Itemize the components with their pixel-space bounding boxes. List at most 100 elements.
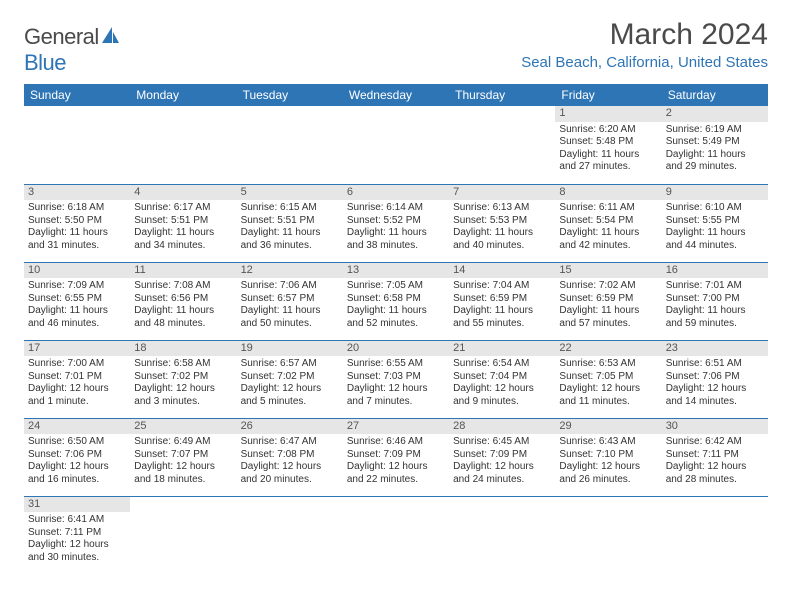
day-number: 13 — [343, 263, 449, 279]
calendar-day-cell — [237, 106, 343, 184]
calendar-day-cell — [237, 496, 343, 574]
sunrise-text: Sunrise: 6:57 AM — [241, 358, 339, 371]
daylight-text: Daylight: 12 hours and 14 minutes. — [666, 383, 764, 408]
calendar-day-cell: 30Sunrise: 6:42 AMSunset: 7:11 PMDayligh… — [662, 418, 768, 496]
sunset-text: Sunset: 5:52 PM — [347, 215, 445, 228]
day-number — [555, 497, 661, 513]
day-number: 15 — [555, 263, 661, 279]
calendar-day-cell — [343, 496, 449, 574]
sunrise-text: Sunrise: 6:45 AM — [453, 436, 551, 449]
sunset-text: Sunset: 7:09 PM — [347, 449, 445, 462]
day-number: 14 — [449, 263, 555, 279]
day-number — [24, 106, 130, 122]
sunrise-text: Sunrise: 6:51 AM — [666, 358, 764, 371]
day-number: 23 — [662, 341, 768, 357]
calendar-day-cell: 6Sunrise: 6:14 AMSunset: 5:52 PMDaylight… — [343, 184, 449, 262]
daylight-text: Daylight: 11 hours and 44 minutes. — [666, 227, 764, 252]
location-subtitle: Seal Beach, California, United States — [521, 54, 768, 71]
sunset-text: Sunset: 6:59 PM — [559, 293, 657, 306]
sunset-text: Sunset: 6:58 PM — [347, 293, 445, 306]
calendar-week-row: 1Sunrise: 6:20 AMSunset: 5:48 PMDaylight… — [24, 106, 768, 184]
sunset-text: Sunset: 5:55 PM — [666, 215, 764, 228]
calendar-day-cell: 20Sunrise: 6:55 AMSunset: 7:03 PMDayligh… — [343, 340, 449, 418]
day-number: 25 — [130, 419, 236, 435]
sunrise-text: Sunrise: 7:06 AM — [241, 280, 339, 293]
sunset-text: Sunset: 7:11 PM — [666, 449, 764, 462]
calendar-day-cell: 13Sunrise: 7:05 AMSunset: 6:58 PMDayligh… — [343, 262, 449, 340]
weekday-header: Sunday — [24, 84, 130, 106]
day-number: 11 — [130, 263, 236, 279]
sunset-text: Sunset: 7:07 PM — [134, 449, 232, 462]
daylight-text: Daylight: 12 hours and 9 minutes. — [453, 383, 551, 408]
sunset-text: Sunset: 7:03 PM — [347, 371, 445, 384]
daylight-text: Daylight: 11 hours and 40 minutes. — [453, 227, 551, 252]
sunset-text: Sunset: 7:02 PM — [241, 371, 339, 384]
day-number — [237, 106, 343, 122]
sunset-text: Sunset: 7:05 PM — [559, 371, 657, 384]
sunset-text: Sunset: 7:06 PM — [28, 449, 126, 462]
calendar-day-cell — [130, 106, 236, 184]
day-number: 19 — [237, 341, 343, 357]
sunset-text: Sunset: 5:49 PM — [666, 136, 764, 149]
sunset-text: Sunset: 7:00 PM — [666, 293, 764, 306]
calendar-day-cell: 23Sunrise: 6:51 AMSunset: 7:06 PMDayligh… — [662, 340, 768, 418]
calendar-day-cell: 22Sunrise: 6:53 AMSunset: 7:05 PMDayligh… — [555, 340, 661, 418]
day-number — [237, 497, 343, 513]
calendar-day-cell — [130, 496, 236, 574]
daylight-text: Daylight: 12 hours and 28 minutes. — [666, 461, 764, 486]
sunrise-text: Sunrise: 7:01 AM — [666, 280, 764, 293]
day-number — [662, 497, 768, 513]
calendar-day-cell: 2Sunrise: 6:19 AMSunset: 5:49 PMDaylight… — [662, 106, 768, 184]
daylight-text: Daylight: 11 hours and 36 minutes. — [241, 227, 339, 252]
day-number: 21 — [449, 341, 555, 357]
day-number: 6 — [343, 185, 449, 201]
day-number: 31 — [24, 497, 130, 513]
day-number: 16 — [662, 263, 768, 279]
daylight-text: Daylight: 12 hours and 11 minutes. — [559, 383, 657, 408]
daylight-text: Daylight: 12 hours and 22 minutes. — [347, 461, 445, 486]
sunrise-text: Sunrise: 7:02 AM — [559, 280, 657, 293]
sunset-text: Sunset: 7:02 PM — [134, 371, 232, 384]
sunrise-text: Sunrise: 6:20 AM — [559, 124, 657, 137]
day-number: 9 — [662, 185, 768, 201]
calendar-week-row: 17Sunrise: 7:00 AMSunset: 7:01 PMDayligh… — [24, 340, 768, 418]
calendar-day-cell: 17Sunrise: 7:00 AMSunset: 7:01 PMDayligh… — [24, 340, 130, 418]
daylight-text: Daylight: 11 hours and 55 minutes. — [453, 305, 551, 330]
calendar-day-cell: 29Sunrise: 6:43 AMSunset: 7:10 PMDayligh… — [555, 418, 661, 496]
day-number: 8 — [555, 185, 661, 201]
sunrise-text: Sunrise: 6:49 AM — [134, 436, 232, 449]
sunset-text: Sunset: 7:06 PM — [666, 371, 764, 384]
sunset-text: Sunset: 7:09 PM — [453, 449, 551, 462]
day-number: 26 — [237, 419, 343, 435]
sunrise-text: Sunrise: 6:13 AM — [453, 202, 551, 215]
sunrise-text: Sunrise: 6:53 AM — [559, 358, 657, 371]
calendar-day-cell: 8Sunrise: 6:11 AMSunset: 5:54 PMDaylight… — [555, 184, 661, 262]
daylight-text: Daylight: 11 hours and 34 minutes. — [134, 227, 232, 252]
sail-icon — [101, 24, 121, 50]
daylight-text: Daylight: 12 hours and 18 minutes. — [134, 461, 232, 486]
calendar-day-cell: 24Sunrise: 6:50 AMSunset: 7:06 PMDayligh… — [24, 418, 130, 496]
calendar-day-cell: 7Sunrise: 6:13 AMSunset: 5:53 PMDaylight… — [449, 184, 555, 262]
calendar-day-cell — [662, 496, 768, 574]
day-number: 3 — [24, 185, 130, 201]
day-number: 27 — [343, 419, 449, 435]
sunrise-text: Sunrise: 6:43 AM — [559, 436, 657, 449]
calendar-day-cell: 1Sunrise: 6:20 AMSunset: 5:48 PMDaylight… — [555, 106, 661, 184]
calendar-week-row: 3Sunrise: 6:18 AMSunset: 5:50 PMDaylight… — [24, 184, 768, 262]
weekday-header: Thursday — [449, 84, 555, 106]
calendar-page: GeneralBlue March 2024 Seal Beach, Calif… — [0, 0, 792, 574]
calendar-day-cell: 25Sunrise: 6:49 AMSunset: 7:07 PMDayligh… — [130, 418, 236, 496]
day-number: 30 — [662, 419, 768, 435]
brand-name-part1: General — [24, 24, 99, 49]
sunset-text: Sunset: 5:50 PM — [28, 215, 126, 228]
calendar-day-cell: 12Sunrise: 7:06 AMSunset: 6:57 PMDayligh… — [237, 262, 343, 340]
calendar-day-cell: 31Sunrise: 6:41 AMSunset: 7:11 PMDayligh… — [24, 496, 130, 574]
calendar-table: Sunday Monday Tuesday Wednesday Thursday… — [24, 84, 768, 574]
calendar-week-row: 10Sunrise: 7:09 AMSunset: 6:55 PMDayligh… — [24, 262, 768, 340]
day-number: 1 — [555, 106, 661, 122]
day-number: 17 — [24, 341, 130, 357]
calendar-day-cell: 5Sunrise: 6:15 AMSunset: 5:51 PMDaylight… — [237, 184, 343, 262]
sunrise-text: Sunrise: 6:15 AM — [241, 202, 339, 215]
weekday-header: Friday — [555, 84, 661, 106]
daylight-text: Daylight: 12 hours and 26 minutes. — [559, 461, 657, 486]
